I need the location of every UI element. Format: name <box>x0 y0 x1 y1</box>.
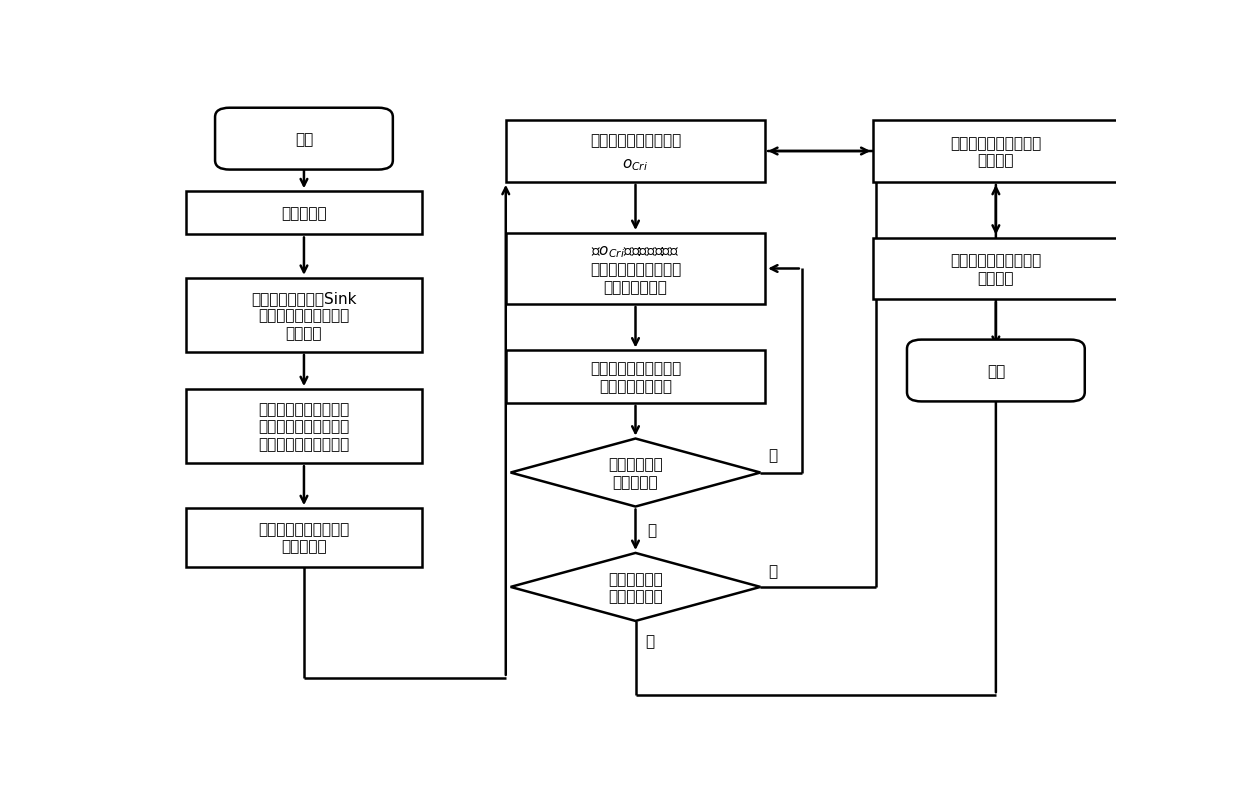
FancyBboxPatch shape <box>215 108 393 170</box>
Text: 目标点是否满
足覆盖需求: 目标点是否满 足覆盖需求 <box>608 457 663 489</box>
Text: 计算任意传感器到Sink
的最短路径并得到通信
路径代价: 计算任意传感器到Sink 的最短路径并得到通信 路径代价 <box>252 290 357 340</box>
Text: $o_{Cri}$: $o_{Cri}$ <box>622 157 649 173</box>
Text: 结合通信路径得到连通
覆盖集合: 结合通信路径得到连通 覆盖集合 <box>950 136 1042 168</box>
Bar <box>506 351 765 403</box>
Text: 存在不满足覆
盖需求的目标: 存在不满足覆 盖需求的目标 <box>608 571 663 603</box>
Text: 否: 否 <box>768 448 777 463</box>
Text: 开始: 开始 <box>295 132 312 147</box>
Text: 计算传感器在每个监测
半径下监测到的不满足
覆盖阈值的目标点集合: 计算传感器在每个监测 半径下监测到的不满足 覆盖阈值的目标点集合 <box>258 402 350 452</box>
Polygon shape <box>511 439 760 507</box>
Text: 计算每个目标点的候选
传感器集合: 计算每个目标点的候选 传感器集合 <box>258 521 350 554</box>
Bar <box>506 121 765 183</box>
Text: 是: 是 <box>768 564 777 578</box>
Text: 从$o_{Cri}$的候选传感器集
合中选出具有最大效用
的传感器和半径: 从$o_{Cri}$的候选传感器集 合中选出具有最大效用 的传感器和半径 <box>590 244 681 294</box>
Bar <box>186 192 422 235</box>
Bar <box>186 278 422 353</box>
Bar <box>506 233 765 305</box>
Bar <box>186 508 422 567</box>
Text: 更新目标点的覆盖情况
和候选传感器集合: 更新目标点的覆盖情况 和候选传感器集合 <box>590 361 681 394</box>
Text: 否: 否 <box>645 634 655 649</box>
Text: 结束: 结束 <box>987 363 1004 379</box>
FancyBboxPatch shape <box>906 340 1085 402</box>
Bar <box>186 390 422 464</box>
Text: 得到所有传感器的状态
调度方案: 得到所有传感器的状态 调度方案 <box>950 253 1042 286</box>
Bar <box>873 121 1118 183</box>
Polygon shape <box>511 553 760 621</box>
Bar <box>873 238 1118 300</box>
Text: 选择需要监测的目标点: 选择需要监测的目标点 <box>590 133 681 148</box>
Text: 是: 是 <box>647 523 656 537</box>
Text: 构建网络图: 构建网络图 <box>281 206 327 221</box>
